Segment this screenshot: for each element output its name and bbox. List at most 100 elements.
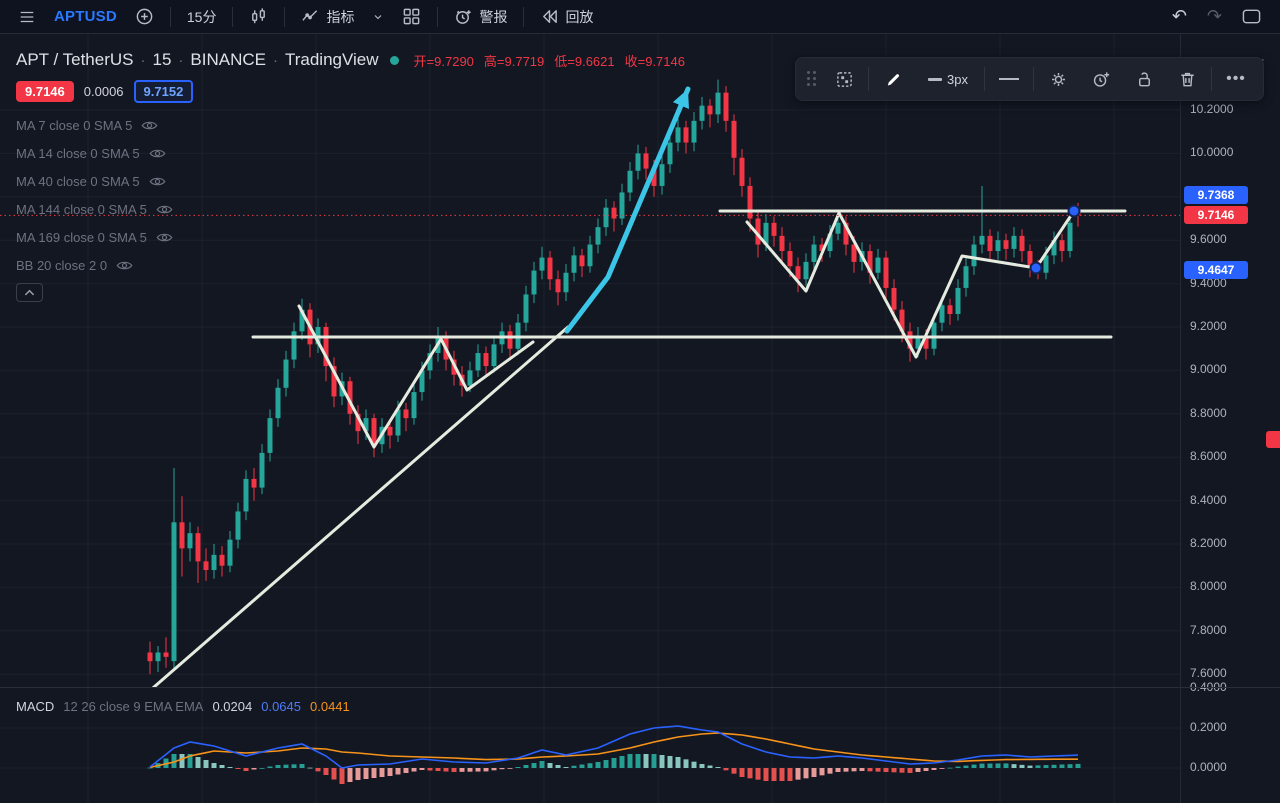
hamburger-icon: [20, 11, 34, 22]
symbol-button[interactable]: APTUSD: [46, 4, 125, 29]
legend-exchange[interactable]: BINANCE: [190, 50, 266, 69]
indicator-legend-row[interactable]: BB 20 close 2 0: [16, 251, 685, 279]
redo-button[interactable]: ↷: [1198, 4, 1231, 29]
chevron-up-icon: [24, 289, 35, 295]
ellipsis-icon: •••: [1226, 70, 1246, 87]
divider: [169, 6, 171, 27]
macd-tick: 0.2000: [1190, 720, 1227, 734]
templates-button[interactable]: [825, 61, 863, 97]
compare-add-button[interactable]: [127, 3, 162, 30]
more-button[interactable]: •••: [1217, 61, 1255, 97]
drawing-price-axis-badge: 9.7368: [1184, 185, 1248, 204]
market-status-dot: [389, 55, 399, 65]
alert-button[interactable]: 警报: [446, 3, 515, 31]
indicator-label: MA 169 close 0 SMA 5: [16, 229, 147, 245]
chart-style-button[interactable]: [241, 3, 276, 30]
rewind-icon: [543, 10, 558, 23]
gear-icon: [1051, 72, 1065, 86]
divider: [984, 67, 985, 91]
last-price-axis-badge: 9.7146: [1184, 206, 1248, 225]
replay-button[interactable]: 回放: [532, 3, 601, 31]
drawing-alert-button[interactable]: [1082, 61, 1120, 97]
legend-interval[interactable]: 15: [152, 50, 172, 69]
layout-grid-button[interactable]: [394, 3, 429, 30]
indicator-legend-row[interactable]: MA 144 close 0 SMA 5: [16, 195, 685, 223]
price-tick: 10.0000: [1190, 145, 1234, 160]
trash-icon: [1180, 72, 1194, 86]
interval-button[interactable]: 15分: [179, 3, 225, 31]
macd-legend[interactable]: MACD 12 26 close 9 EMA EMA 0.0204 0.0645…: [16, 699, 350, 714]
chevron-down-icon: [375, 14, 382, 19]
menu-button[interactable]: [10, 4, 44, 30]
line-width-button[interactable]: 3px: [917, 61, 979, 97]
divider: [1033, 67, 1034, 91]
price-tick: 8.0000: [1190, 579, 1227, 594]
price-tick: 9.0000: [1190, 362, 1227, 377]
spread-value: 0.0006: [83, 84, 124, 99]
indicator-templates-chevron[interactable]: [364, 7, 392, 27]
indicator-legend-row[interactable]: MA 14 close 0 SMA 5: [16, 139, 685, 167]
indicators-icon: [302, 10, 318, 21]
replay-label: 回放: [565, 8, 594, 25]
top-toolbar: APTUSD 15分 指标 警报: [0, 0, 1280, 34]
divider: [1211, 67, 1212, 91]
signal-line: [149, 732, 1079, 769]
legend-symbol[interactable]: APT / TetherUS: [16, 50, 134, 69]
price-chart-canvas[interactable]: [0, 33, 1180, 688]
divider: [232, 6, 234, 27]
indicator-legend-row[interactable]: MA 7 close 0 SMA 5: [16, 111, 685, 139]
ask-price-badge: 9.7152: [133, 80, 194, 103]
drawing-handle: [1067, 204, 1081, 218]
price-tick: 9.6000: [1190, 232, 1227, 247]
indicators-button[interactable]: 指标: [293, 3, 362, 31]
price-tick: 8.4000: [1190, 492, 1227, 507]
lock-button[interactable]: [1125, 61, 1163, 97]
price-tick: 8.2000: [1190, 536, 1227, 550]
price-tick: 7.8000: [1190, 622, 1227, 637]
drawing-handle: [1029, 261, 1043, 275]
symbol-title-row[interactable]: APT / TetherUS · 15 · BINANCE · TradingV…: [16, 50, 685, 69]
offscreen-price-badge: [1266, 431, 1280, 448]
indicator-label: MA 144 close 0 SMA 5: [16, 201, 147, 217]
macd-histogram: [147, 754, 1081, 784]
macd-hist-value: 0.0204: [212, 699, 253, 714]
drag-handle-icon[interactable]: [804, 71, 820, 87]
macd-line-value: 0.0645: [261, 699, 301, 714]
eye-icon[interactable]: [156, 203, 173, 216]
eye-icon[interactable]: [149, 175, 166, 188]
drawings: [0, 86, 1180, 688]
divider: [437, 6, 439, 27]
eye-icon[interactable]: [156, 231, 173, 244]
line-width-sample: [928, 77, 943, 81]
indicator-legend-row[interactable]: MA 169 close 0 SMA 5: [16, 223, 685, 251]
price-tick: 9.4000: [1190, 275, 1227, 290]
last-price-badge: 9.7146: [16, 81, 74, 102]
divider: [868, 67, 869, 91]
undo-button[interactable]: ↶: [1163, 4, 1196, 29]
legend-brand: TradingView: [284, 50, 379, 69]
price-tick: 10.2000: [1190, 102, 1234, 116]
pane-divider[interactable]: [0, 687, 1280, 688]
eye-icon[interactable]: [149, 147, 166, 160]
pencil-tool-button[interactable]: [874, 61, 912, 97]
eye-icon[interactable]: [141, 119, 158, 132]
line-style-button[interactable]: [990, 61, 1028, 97]
monitor-icon: [1242, 9, 1261, 24]
line-style-icon: [999, 78, 1019, 80]
bid-ask-row: 9.7146 0.0006 9.7152: [16, 80, 685, 103]
fullscreen-button[interactable]: [1233, 3, 1270, 30]
price-tick: 8.8000: [1190, 405, 1227, 420]
settings-button[interactable]: [1039, 61, 1077, 97]
alerts-label: 警报: [479, 8, 508, 25]
eye-icon[interactable]: [116, 259, 133, 272]
drawing-price-axis-badge: 9.4647: [1184, 260, 1248, 279]
macd-params: 12 26 close 9 EMA EMA: [63, 699, 204, 714]
indicator-legend-row[interactable]: MA 40 close 0 SMA 5: [16, 167, 685, 195]
drawing-toolbar: 3px •••: [795, 57, 1264, 101]
legend-collapse-button[interactable]: [16, 283, 43, 302]
delete-button[interactable]: [1168, 61, 1206, 97]
divider: [284, 6, 286, 27]
indicator-label: MA 7 close 0 SMA 5: [16, 117, 133, 133]
macd-pane-canvas[interactable]: [0, 688, 1180, 803]
chart-legend: APT / TetherUS · 15 · BINANCE · TradingV…: [16, 50, 685, 302]
